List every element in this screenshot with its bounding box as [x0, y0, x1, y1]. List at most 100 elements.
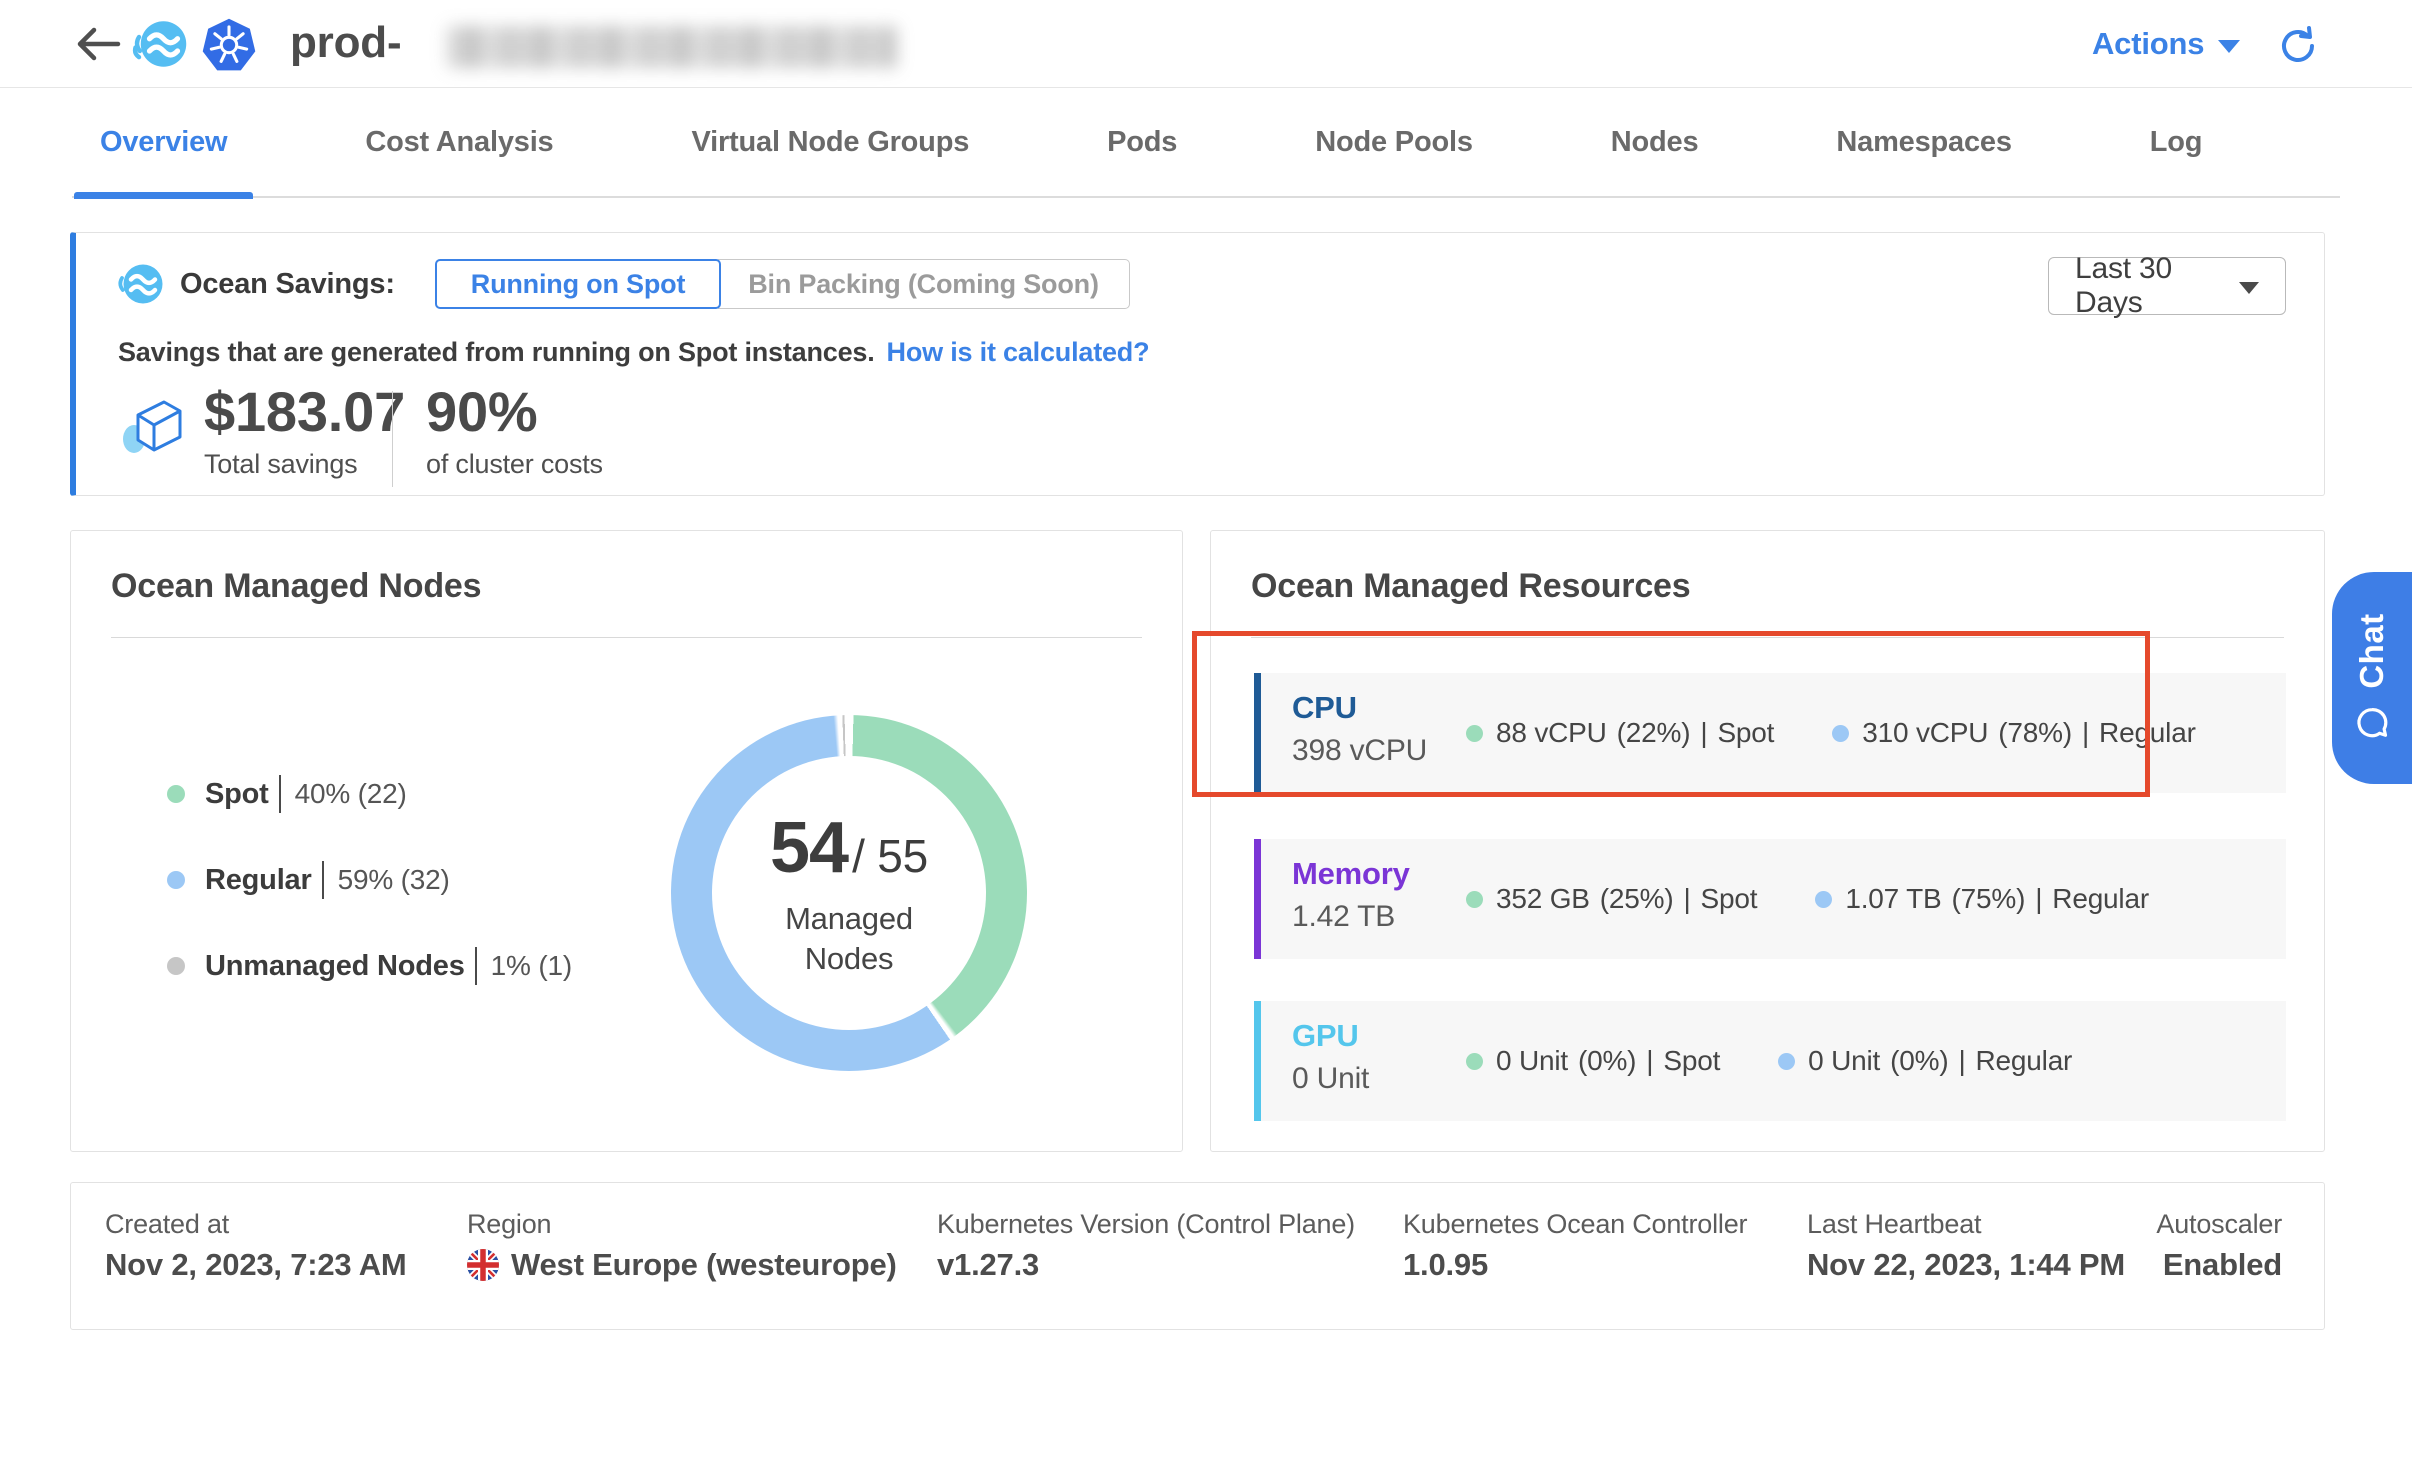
- savings-view-toggle: Running on Spot Bin Packing (Coming Soon…: [434, 259, 1130, 309]
- refresh-button[interactable]: [2276, 24, 2320, 68]
- spot-dot-icon: [1466, 890, 1483, 908]
- legend-item-spot: Spot 40% (22): [167, 769, 572, 819]
- legend-value: 59% (32): [337, 864, 450, 895]
- gpu-spot-stat: 0 Unit (0%) | Spot: [1466, 1045, 1720, 1077]
- resource-total: 0 Unit: [1292, 1062, 1370, 1095]
- tab-pods[interactable]: Pods: [1081, 87, 1203, 197]
- stat-separator: |: [2035, 883, 2043, 914]
- info-label: Kubernetes Version (Control Plane): [937, 1209, 1355, 1239]
- stat-percent: (0%): [1577, 1045, 1637, 1076]
- stat-amount: 0 Unit: [1496, 1045, 1568, 1076]
- unmanaged-legend-dot: [167, 957, 185, 975]
- tab-virtual-node-groups[interactable]: Virtual Node Groups: [665, 87, 995, 197]
- legend-value: 1% (1): [490, 950, 572, 981]
- cpu-label-block: CPU 398 vCPU: [1292, 690, 1427, 768]
- legend-label: Spot: [205, 777, 269, 810]
- gpu-accent-bar: [1254, 1001, 1261, 1121]
- stat-type: Regular: [2052, 883, 2149, 914]
- cluster-title-redacted: [447, 26, 897, 68]
- nodes-legend: Spot 40% (22) Regular 59% (32) Unmanaged…: [167, 769, 572, 1027]
- stat-percent: (0%): [1890, 1045, 1949, 1076]
- tab-nodes[interactable]: Nodes: [1585, 87, 1725, 197]
- tab-log[interactable]: Log: [2124, 87, 2229, 197]
- stat-separator: |: [1646, 1045, 1654, 1076]
- ocean-savings-card: Ocean Savings: Running on Spot Bin Packi…: [70, 232, 2325, 496]
- managed-resources-title: Ocean Managed Resources: [1251, 567, 1691, 605]
- back-button[interactable]: [74, 22, 122, 66]
- stat-type: Spot: [1700, 883, 1758, 914]
- toggle-running-on-spot[interactable]: Running on Spot: [434, 259, 722, 309]
- gpu-stats: 0 Unit (0%) | Spot 0 Unit (0%) | Regular: [1466, 1001, 2072, 1121]
- legend-item-unmanaged: Unmanaged Nodes 1% (1): [167, 941, 572, 991]
- info-value: 1.0.95: [1403, 1247, 1488, 1282]
- stat-separator: |: [1958, 1045, 1966, 1076]
- memory-accent-bar: [1254, 839, 1261, 959]
- managed-nodes-donut-chart: 54 / 55 Managed Nodes: [671, 715, 1027, 1071]
- stat-amount: 1.07 TB: [1845, 883, 1942, 914]
- stat-separator: |: [1700, 717, 1708, 748]
- savings-section-label: Ocean Savings:: [180, 267, 395, 300]
- chevron-down-icon: [2218, 39, 2241, 53]
- ocean-managed-nodes-card: Ocean Managed Nodes Spot 40% (22) Regula…: [70, 530, 1183, 1152]
- stat-percent: (78%): [1998, 717, 2072, 748]
- regular-legend-dot: [167, 871, 185, 889]
- how-calculated-link[interactable]: How is it calculated?: [886, 337, 1150, 367]
- period-dropdown[interactable]: Last 30 Days: [2048, 252, 2286, 319]
- managed-nodes-total: / 55: [852, 829, 929, 882]
- tab-node-pools[interactable]: Node Pools: [1289, 87, 1499, 197]
- cpu-regular-stat: 310 vCPU (78%) | Regular: [1832, 717, 2196, 749]
- managed-nodes-title: Ocean Managed Nodes: [111, 567, 482, 605]
- savings-header-row: Ocean Savings: Running on Spot Bin Packi…: [116, 259, 1130, 309]
- info-label: Autoscaler: [2156, 1209, 2282, 1239]
- total-savings-label: Total savings: [204, 449, 358, 479]
- refresh-icon: [2282, 26, 2314, 62]
- divider: [1251, 637, 2284, 638]
- tab-cost-analysis[interactable]: Cost Analysis: [339, 87, 579, 197]
- managed-nodes-count: 54: [769, 807, 849, 888]
- spot-dot-icon: [1466, 724, 1483, 742]
- tab-label: Cost Analysis: [365, 125, 554, 158]
- spot-dot-icon: [1466, 1052, 1483, 1070]
- resource-row-cpu: CPU 398 vCPU 88 vCPU (22%) | Spot 310 vC…: [1254, 673, 2286, 793]
- legend-label: Regular: [205, 863, 312, 896]
- legend-label: Unmanaged Nodes: [205, 949, 465, 982]
- stat-amount: 310 vCPU: [1862, 717, 1989, 748]
- stat-percent: (75%): [1951, 883, 2026, 914]
- actions-menu-button[interactable]: Actions: [2092, 26, 2241, 62]
- resource-name: GPU: [1292, 1018, 1359, 1053]
- donut-center: 54 / 55 Managed Nodes: [712, 756, 986, 1030]
- stat-percent: (22%): [1616, 717, 1691, 748]
- tab-label: Virtual Node Groups: [691, 125, 970, 158]
- info-value: v1.27.3: [937, 1247, 1040, 1282]
- tab-label: Namespaces: [1836, 125, 2012, 158]
- ocean-logo-icon: [132, 16, 188, 72]
- tab-namespaces[interactable]: Namespaces: [1810, 87, 2037, 197]
- regular-dot-icon: [1778, 1052, 1796, 1070]
- tab-label: Nodes: [1610, 125, 1699, 158]
- stat-amount: 88 vCPU: [1496, 717, 1607, 748]
- savings-description: Savings that are generated from running …: [118, 337, 875, 367]
- memory-stats: 352 GB (25%) | Spot 1.07 TB (75%) | Regu…: [1466, 839, 2149, 959]
- vertical-divider: [392, 391, 393, 487]
- resource-name: Memory: [1292, 856, 1410, 891]
- stat-type: Regular: [2099, 717, 2196, 748]
- header-bar: prod- Actions: [0, 0, 2412, 88]
- chat-button[interactable]: Chat: [2332, 572, 2412, 784]
- kubernetes-logo-icon: [200, 16, 258, 74]
- cluster-title: prod-: [290, 18, 402, 67]
- back-arrow-icon: [77, 27, 121, 61]
- tab-label: Log: [2149, 125, 2203, 158]
- info-label: Created at: [105, 1209, 230, 1239]
- actions-label: Actions: [2092, 26, 2205, 61]
- chevron-down-icon: [2239, 282, 2259, 294]
- legend-value: 40% (22): [294, 778, 407, 809]
- toggle-bin-packing[interactable]: Bin Packing (Coming Soon): [718, 259, 1130, 309]
- info-label: Kubernetes Ocean Controller: [1403, 1209, 1748, 1239]
- tab-overview[interactable]: Overview: [74, 87, 254, 199]
- tab-bar: Overview Cost Analysis Virtual Node Grou…: [72, 87, 2340, 199]
- spot-legend-dot: [167, 785, 185, 803]
- savings-cube-icon: [120, 389, 192, 461]
- info-value: West Europe (westeurope): [511, 1247, 897, 1282]
- regular-dot-icon: [1815, 890, 1833, 908]
